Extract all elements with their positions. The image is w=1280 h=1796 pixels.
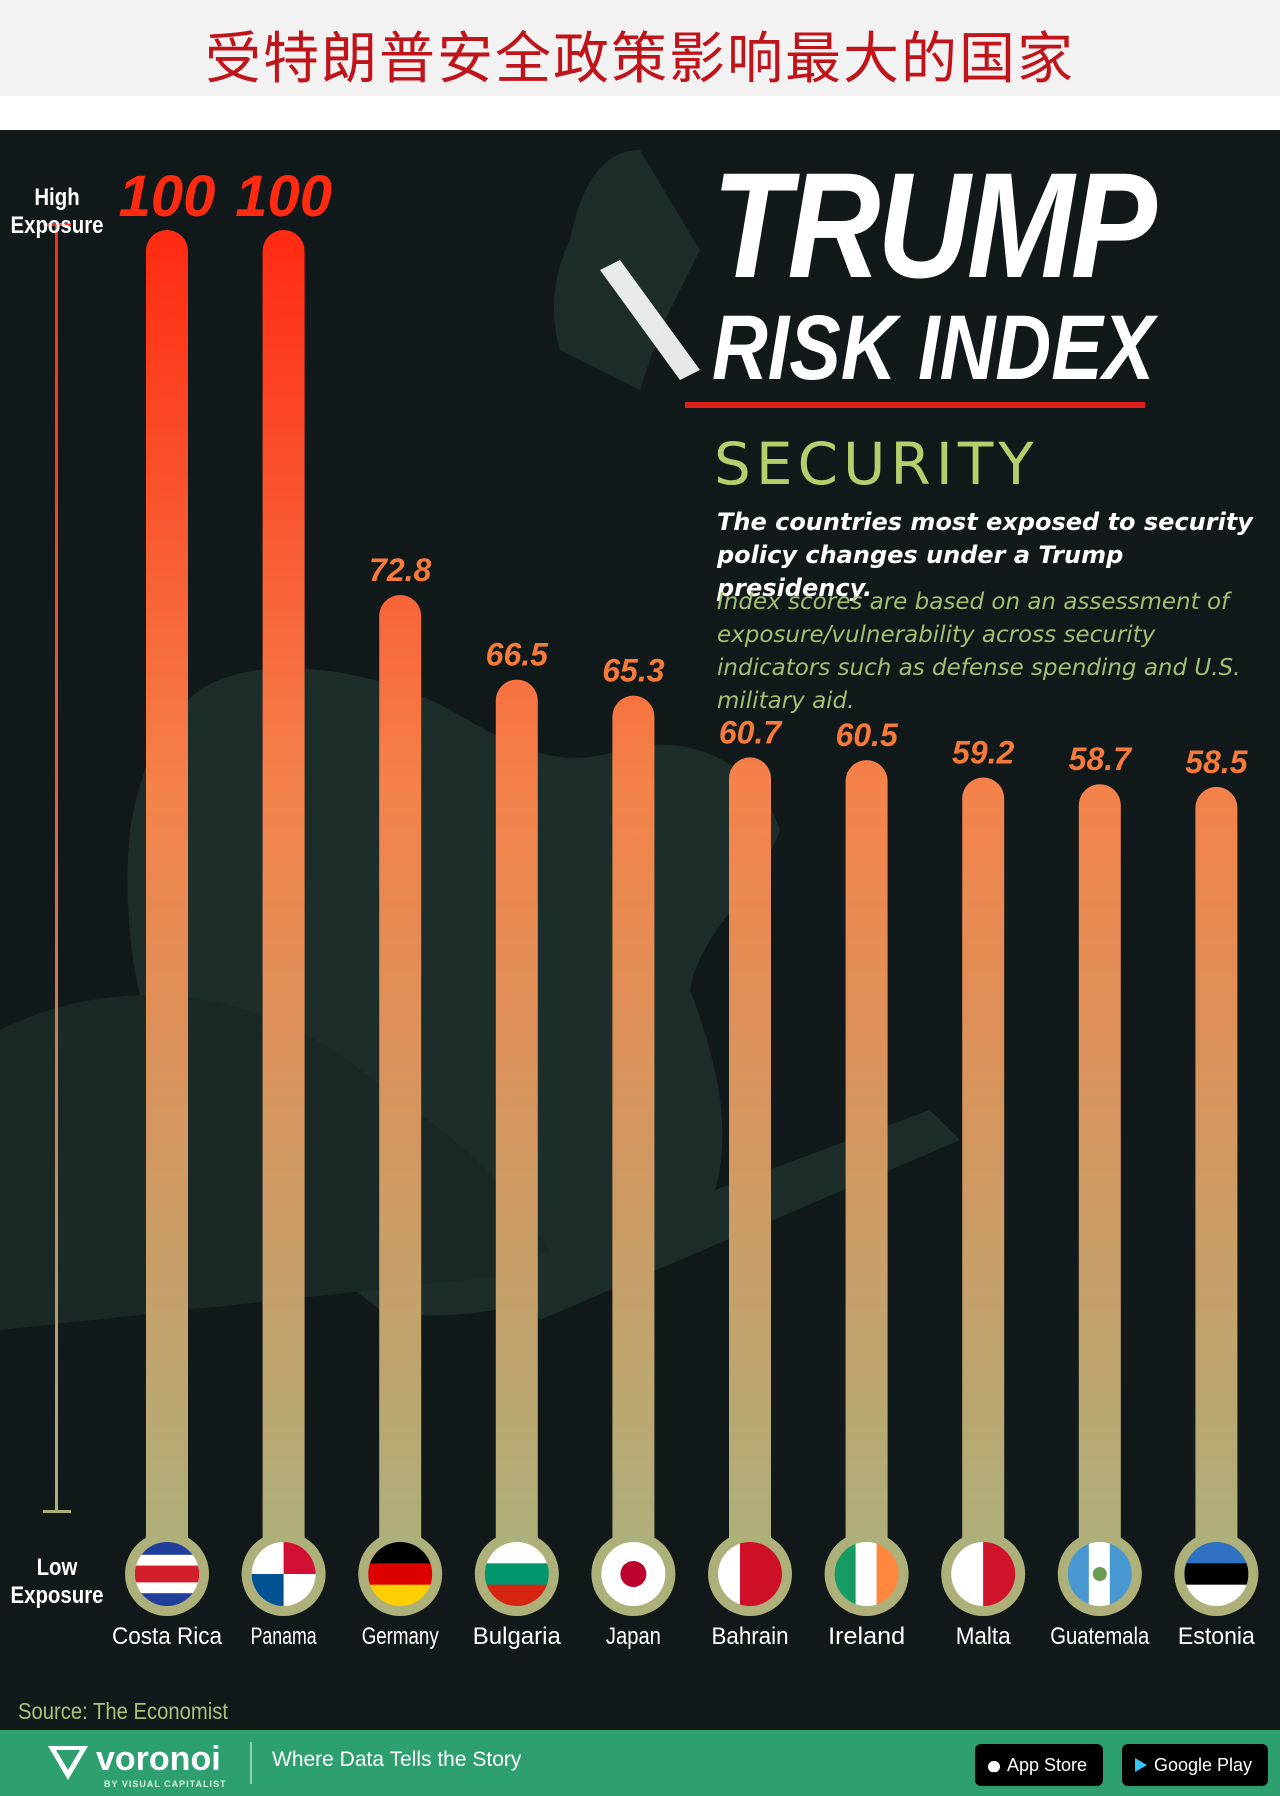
low-exposure-label: Low Exposure	[10, 1554, 104, 1609]
apple-icon	[987, 1746, 1001, 1773]
footer-tagline: Where Data Tells the Story	[272, 1748, 522, 1771]
bar-germany	[379, 595, 422, 1572]
flag-japan-icon	[601, 1542, 666, 1606]
app-store-button[interactable]: App Store	[975, 1744, 1103, 1786]
source-note: Source: The Economist	[18, 1698, 229, 1724]
bar-ireland	[845, 760, 888, 1572]
value-label-guatemala: 58.7	[1069, 741, 1133, 777]
high-exposure-label: High Exposure	[10, 184, 104, 239]
voronoi-logo-icon	[48, 1746, 88, 1780]
section-title: SECURITY	[714, 430, 1039, 498]
play-icon	[1134, 1746, 1148, 1772]
flag-ireland-icon	[834, 1542, 899, 1606]
chart-subtitle: The countries most exposed to security p…	[717, 508, 1253, 602]
category-label-costa-rica: Costa Rica	[112, 1623, 223, 1650]
logo-title: TRUMP	[712, 141, 1157, 309]
bar-panama	[262, 230, 305, 1572]
category-label-bulgaria: Bulgaria	[473, 1623, 562, 1650]
brand-name: voronoi	[96, 1740, 221, 1778]
axis-tick-high	[43, 223, 71, 226]
value-label-costa-rica: 100	[119, 164, 216, 229]
category-label-bahrain: Bahrain	[712, 1623, 789, 1650]
logo-underline	[685, 402, 1145, 408]
bar-japan	[612, 695, 655, 1572]
value-label-bulgaria: 66.5	[486, 637, 549, 673]
value-label-germany: 72.8	[369, 552, 431, 588]
footer-divider	[250, 1742, 252, 1784]
category-label-germany: Germany	[362, 1623, 439, 1650]
category-label-guatemala: Guatemala	[1050, 1623, 1150, 1650]
app-store-label: App Store	[1007, 1755, 1088, 1775]
top-banner: 受特朗普安全政策影响最大的国家	[0, 0, 1280, 96]
bar-chart: 100 Costa Rica 100 Panama 72.8 Germany 66.5 Bul…	[43, 164, 1259, 1650]
flag-bulgaria-icon	[484, 1542, 549, 1606]
category-label-malta: Malta	[956, 1623, 1012, 1650]
flag-costa-rica-icon	[135, 1542, 199, 1606]
logo-subtitle: RISK INDEX	[712, 297, 1155, 399]
axis-tick-low	[43, 1510, 71, 1513]
flag-guatemala-icon	[1067, 1542, 1132, 1606]
value-label-bahrain: 60.7	[719, 714, 783, 750]
google-play-label: Google Play	[1154, 1755, 1253, 1775]
bar-bulgaria	[495, 679, 538, 1572]
category-label-panama: Panama	[251, 1623, 317, 1650]
brand-subtitle: BY VISUAL CAPITALIST	[104, 1779, 227, 1789]
google-play-button[interactable]: Google Play	[1122, 1744, 1268, 1786]
category-label-ireland: Ireland	[828, 1623, 905, 1650]
category-label-estonia: Estonia	[1178, 1623, 1256, 1650]
exposure-axis	[55, 224, 58, 1511]
flag-bahrain-icon	[718, 1542, 782, 1606]
value-label-japan: 65.3	[602, 653, 664, 689]
page-title: 受特朗普安全政策影响最大的国家	[205, 27, 1075, 92]
flag-panama-icon	[251, 1542, 316, 1606]
flag-estonia-icon	[1184, 1542, 1249, 1606]
value-label-estonia: 58.5	[1185, 744, 1248, 780]
value-label-panama: 100	[235, 164, 332, 229]
flag-germany-icon	[368, 1542, 433, 1606]
category-label-japan: Japan	[606, 1623, 661, 1650]
infographic-panel: 100 Costa Rica 100 Panama 72.8 Germany 66.5 Bul…	[0, 130, 1280, 1730]
bar-guatemala	[1078, 784, 1121, 1572]
footer-bar: voronoi BY VISUAL CAPITALIST Where Data …	[0, 1730, 1280, 1796]
methodology-note: Index scores are based on an assessment …	[717, 589, 1241, 714]
bar-bahrain	[729, 757, 771, 1572]
value-label-malta: 59.2	[952, 735, 1014, 771]
bar-malta	[962, 777, 1005, 1572]
flag-malta-icon	[951, 1542, 1016, 1606]
value-label-ireland: 60.5	[835, 717, 898, 753]
bar-costa-rica	[146, 230, 188, 1572]
bar-estonia	[1195, 786, 1238, 1572]
